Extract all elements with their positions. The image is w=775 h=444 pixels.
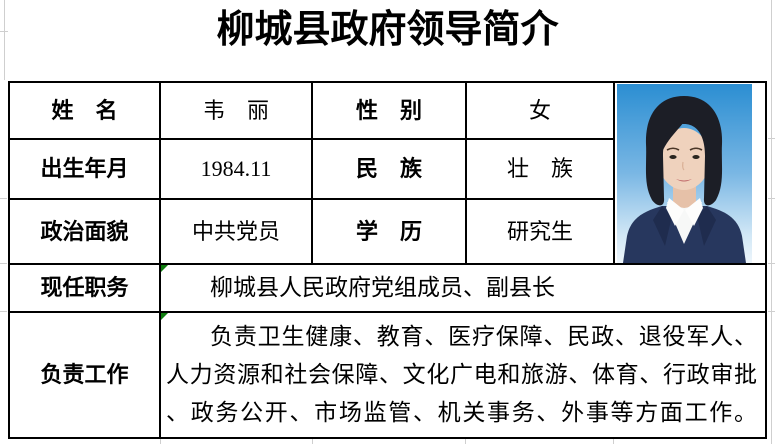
cell-gender-label: 性 别 <box>313 83 467 140</box>
cell-ethnicity-label: 民 族 <box>313 140 467 200</box>
cell-gender-value: 女 <box>467 83 615 140</box>
gridline <box>0 263 7 264</box>
gridline <box>768 138 775 139</box>
gridline <box>771 0 772 444</box>
cell-ethnicity-value: 壮 族 <box>467 140 615 200</box>
cell-education-label: 学 历 <box>313 200 467 265</box>
gridline <box>312 439 313 444</box>
gridline <box>0 311 7 312</box>
cell-duty-label: 负责工作 <box>10 313 161 437</box>
cell-birth-value: 1984.11 <box>161 140 313 200</box>
cell-education-value: 研究生 <box>467 200 615 265</box>
person-illustration <box>617 84 752 263</box>
cell-name-label: 姓 名 <box>10 83 161 140</box>
gridline <box>768 311 775 312</box>
cell-photo <box>615 83 765 265</box>
gridline <box>160 439 161 444</box>
gridline <box>613 439 614 444</box>
portrait-photo <box>617 84 752 263</box>
position-text: 柳城县人民政府党组成员、副县长 <box>210 275 555 300</box>
page-title: 柳城县政府领导简介 <box>216 9 559 51</box>
gridline <box>465 439 466 444</box>
gridline <box>0 198 7 199</box>
gridline <box>768 263 775 264</box>
cell-political-label: 政治面貌 <box>10 200 161 265</box>
cell-position-label: 现任职务 <box>10 265 161 313</box>
duty-text-line: 、政务公开、市场监管、机关事务、外事等方面工作。 <box>166 400 757 425</box>
gridline <box>768 198 775 199</box>
cell-position-value: 柳城县人民政府党组成员、副县长 <box>161 265 765 313</box>
duty-text-line: 人力资源和社会保障、文化广电和旅游、体育、行政审批 <box>166 362 757 387</box>
cell-birth-label: 出生年月 <box>10 140 161 200</box>
cell-error-indicator-icon <box>161 313 168 320</box>
cell-political-value: 中共党员 <box>161 200 313 265</box>
duty-text-line: 负责卫生健康、教育、医疗保障、民政、退役军人、 <box>210 324 757 349</box>
cell-duty-value: 负责卫生健康、教育、医疗保障、民政、退役军人、 人力资源和社会保障、文化广电和旅… <box>161 313 765 437</box>
cell-error-indicator-icon <box>161 265 168 272</box>
gridline <box>4 0 5 80</box>
profile-table: 姓 名 韦 丽 性 别 女 <box>8 81 767 439</box>
gridline <box>0 31 8 32</box>
cell-name-value: 韦 丽 <box>161 83 313 140</box>
